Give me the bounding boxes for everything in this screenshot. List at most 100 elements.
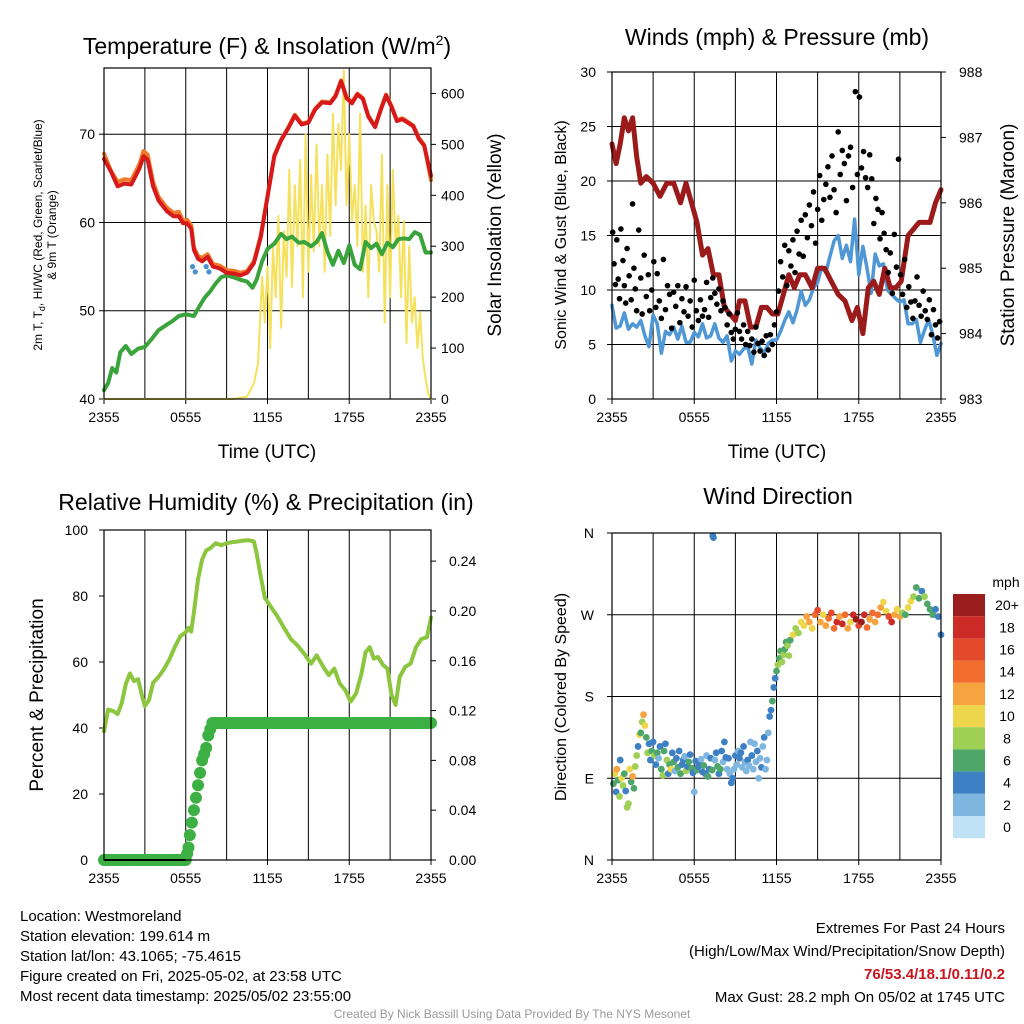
gust-dot <box>693 307 700 314</box>
gust-dot <box>658 315 665 322</box>
direction-point <box>733 761 741 769</box>
gust-dot <box>744 328 751 335</box>
direction-point <box>771 674 779 682</box>
direction-point <box>819 611 827 619</box>
direction-point <box>637 729 645 737</box>
temp-y2-tick-label: 500 <box>441 136 465 152</box>
gust-dot <box>771 322 778 328</box>
direction-point <box>784 642 791 650</box>
direction-point <box>893 605 901 613</box>
gust-dot <box>879 209 885 216</box>
colorbar-swatch <box>953 705 985 728</box>
direction-point <box>847 618 854 626</box>
precip-dot <box>185 816 198 829</box>
direction-point <box>923 600 931 608</box>
gust-dot <box>628 297 634 303</box>
gust-dot <box>631 265 637 272</box>
gust-dot <box>632 286 639 292</box>
gust-dot <box>831 186 837 193</box>
wind-panel: 0 5 10 15 20 25 30 983 984 985 986 987 988 2355 0555 11… <box>553 24 1019 463</box>
direction-point <box>806 618 813 626</box>
direction-point <box>768 697 776 705</box>
gust-dot <box>635 227 642 233</box>
gust-dot <box>654 270 661 277</box>
dir-y-tick-label: E <box>585 770 594 786</box>
rh-y-label: Percent & Precipitation <box>27 598 48 791</box>
dir-frame <box>611 532 942 861</box>
gust-dot <box>881 230 887 237</box>
wind-y-tick-label: 20 <box>580 173 596 189</box>
colorbar-swatch <box>953 816 985 839</box>
rh-x-tick-label: 2355 <box>415 870 446 886</box>
dir-y-tick-label: S <box>585 689 594 705</box>
direction-point <box>718 747 726 755</box>
gust-dot <box>660 256 667 263</box>
gust-dot <box>639 311 645 317</box>
gust-dot <box>705 314 712 321</box>
temp-y2-tick-label: 300 <box>441 238 465 254</box>
gust-dot <box>720 298 726 304</box>
gust-dot <box>798 217 804 224</box>
gust-dot <box>804 234 811 241</box>
direction-point <box>871 618 879 626</box>
gust-dot <box>722 304 728 311</box>
rh-x-tick-label: 1155 <box>252 870 282 886</box>
direction-point <box>816 618 824 626</box>
gust-dot <box>703 279 710 286</box>
gust-dot <box>775 288 782 294</box>
direction-point <box>888 618 896 626</box>
extremes-panel: Extremes For Past 24 Hours (High/Low/Max… <box>689 917 1005 1009</box>
gust-dot <box>883 246 889 253</box>
gust-dot <box>767 331 774 338</box>
gust-dot <box>749 336 755 342</box>
gust-dot <box>779 274 786 280</box>
dewpoint-line <box>102 230 433 393</box>
rh-y-tick-label: 60 <box>72 654 88 670</box>
gust-dot <box>843 197 850 204</box>
direction-point <box>789 631 797 639</box>
gust-dot <box>707 294 714 301</box>
gust-dot <box>699 313 706 319</box>
precip-dot <box>189 791 202 804</box>
direction-point <box>785 652 793 660</box>
direction-point <box>915 595 923 602</box>
wind-y-tick-label: 0 <box>588 391 596 407</box>
rh-y2-tick-label: 0.16 <box>449 653 476 669</box>
precip-dot <box>192 779 205 792</box>
direction-point <box>659 772 667 779</box>
station-info: Location: Westmoreland Station elevation… <box>20 907 351 1007</box>
direction-point <box>740 743 747 750</box>
direction-point <box>627 778 635 786</box>
gust-dot <box>633 307 640 314</box>
wind-y2-tick-label: 988 <box>959 64 983 80</box>
direction-point <box>773 667 780 675</box>
dir-x-tick-label: 2355 <box>596 870 627 886</box>
direction-point <box>762 765 769 773</box>
direction-point <box>841 611 849 619</box>
direction-point <box>616 756 624 764</box>
rh-frame <box>103 529 432 861</box>
gust-dot <box>701 306 708 313</box>
gust-dot <box>777 258 784 265</box>
direction-point <box>767 706 775 714</box>
direction-point <box>795 629 802 637</box>
gust-dot <box>728 329 735 336</box>
station-latlon: Station lat/lon: 43.1065; -75.4615 <box>20 948 242 965</box>
direction-point <box>646 756 654 764</box>
gust-dot <box>664 282 671 289</box>
gust-dot <box>794 228 800 234</box>
gust-dot <box>666 291 673 298</box>
direction-point <box>822 622 830 630</box>
colorbar-swatch <box>953 793 985 816</box>
precip-dot <box>200 741 213 754</box>
gust-dot <box>732 326 739 333</box>
direction-point <box>721 738 728 746</box>
gust-dot <box>893 264 900 270</box>
gust-dot <box>910 315 916 322</box>
temperature-panel: 40 50 60 70 0 100 200 300 400 500 600 2355 0555 1155 1… <box>31 32 506 463</box>
direction-point <box>800 622 808 630</box>
dir-x-tick-label: 2355 <box>925 870 956 886</box>
temp-x-tick-label: 1155 <box>252 409 282 425</box>
temp-x-tick-label: 2355 <box>415 409 446 425</box>
precip-dot <box>187 804 200 817</box>
